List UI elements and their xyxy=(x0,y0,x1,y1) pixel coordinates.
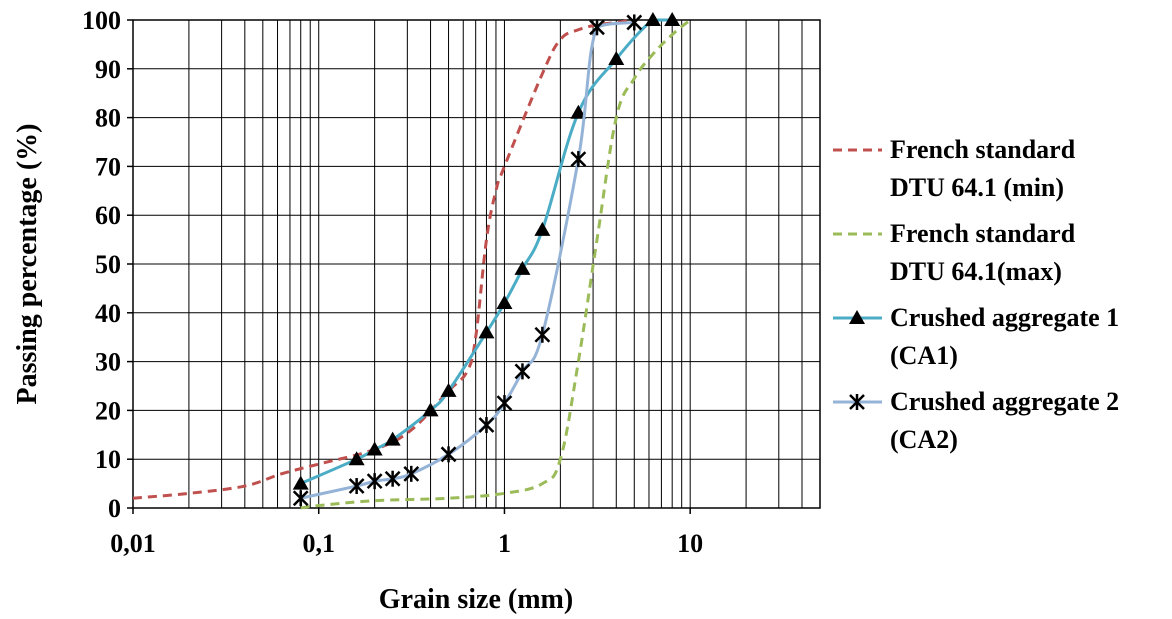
ca2-series-point xyxy=(496,395,513,412)
ca2-series-point xyxy=(534,326,551,343)
ca1-series-point xyxy=(664,12,681,26)
grid-layer xyxy=(132,19,821,509)
ca1-series-point xyxy=(440,382,457,397)
x-tick-label: 1 xyxy=(498,529,511,558)
x-tick-label: 0,01 xyxy=(110,529,156,558)
legend-label-dtu-min-series: DTU 64.1 (min) xyxy=(890,173,1064,202)
y-tick-label: 10 xyxy=(95,445,121,474)
y-tick-label: 30 xyxy=(95,348,121,377)
dtu-min-series-line xyxy=(132,18,635,500)
y-tick-label: 60 xyxy=(95,201,121,230)
ca2-series-point xyxy=(292,490,309,507)
ca2-series-point xyxy=(570,151,587,168)
y-tick-label: 50 xyxy=(95,250,121,279)
ca1-series-point xyxy=(534,221,551,236)
y-axis-label: Passing percentage (%) xyxy=(12,124,43,405)
y-tick-label: 100 xyxy=(82,6,121,35)
y-tick-label: 90 xyxy=(95,55,121,84)
ca2-series-line xyxy=(300,20,635,500)
x-tick-label: 10 xyxy=(677,529,703,558)
ca1-series-point xyxy=(292,475,309,490)
ca2-series-point xyxy=(384,470,401,487)
ca2-series-point xyxy=(589,19,605,36)
legend-label-ca2-series: Crushed aggregate 2 xyxy=(890,387,1119,416)
ca1-series-point xyxy=(608,51,625,66)
legend-label-ca1-series: (CA1) xyxy=(890,341,958,370)
ca1-series-point xyxy=(348,451,365,466)
ca1-series-point xyxy=(422,402,439,417)
ca2-series-point xyxy=(348,478,365,495)
x-tick-label: 0,1 xyxy=(302,529,335,558)
ca1-series-point xyxy=(384,431,401,446)
ca1-series-point xyxy=(570,104,587,119)
y-tick-label: 0 xyxy=(108,494,121,523)
legend-layer: French standard DTU 64.1 (min) French stan… xyxy=(833,135,1119,454)
y-tick-label: 80 xyxy=(95,104,121,133)
legend-label-dtu-min-series: French standard xyxy=(890,135,1076,164)
series-layer xyxy=(132,12,692,510)
y-tick-label: 70 xyxy=(95,152,121,181)
ca2-series-point xyxy=(440,446,457,463)
y-tick-label: 20 xyxy=(95,396,121,425)
ca2-series-point xyxy=(514,363,531,380)
x-axis-label: Grain size (mm) xyxy=(379,584,573,615)
dtu-max-series-line xyxy=(300,18,692,510)
y-tick-label: 40 xyxy=(95,299,121,328)
legend-label-dtu-max-series: French standard xyxy=(890,219,1076,248)
ca1-series-point xyxy=(514,260,531,275)
legend-label-dtu-max-series: DTU 64.1(max) xyxy=(890,257,1062,286)
ca1-series-point xyxy=(644,12,661,26)
ca2-series-point xyxy=(403,465,420,482)
legend-label-ca1-series: Crushed aggregate 1 xyxy=(890,303,1119,332)
legend-label-ca2-series: (CA2) xyxy=(890,425,958,454)
ca2-series-point xyxy=(478,417,495,434)
ca2-series-point xyxy=(366,473,383,490)
axis-layer: 0 10 20 30 40 50 60 70 80 90 100 0,01 0,1 1 10 xyxy=(82,6,703,558)
legend-marker-ca2-series xyxy=(849,394,865,410)
ca2-series-point xyxy=(626,14,643,31)
ca1-series-point xyxy=(478,324,495,339)
ca1-series-point xyxy=(366,441,383,456)
legend-marker-ca1-series xyxy=(849,310,865,324)
ca1-series-point xyxy=(496,295,513,310)
